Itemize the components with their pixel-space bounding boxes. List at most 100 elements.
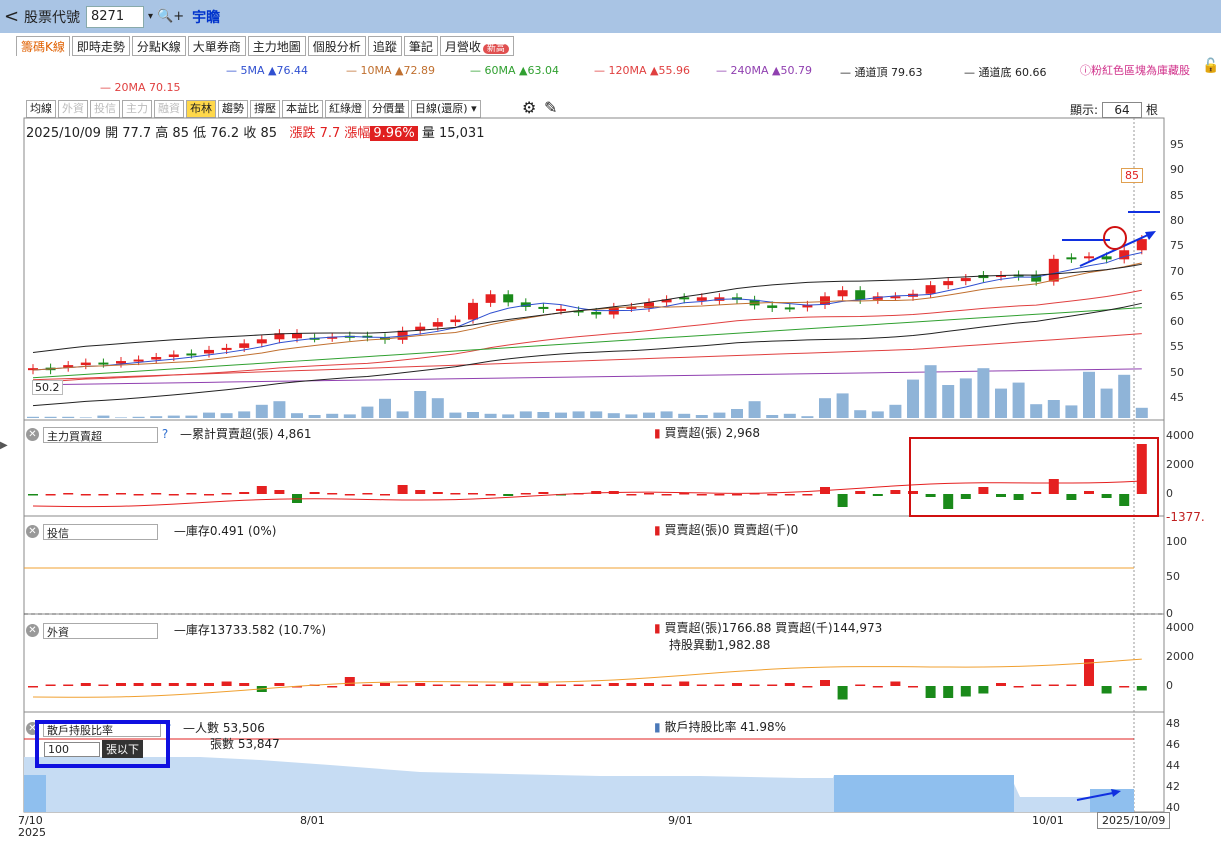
candle-body [432,322,443,327]
p3-bar [784,683,795,686]
close-icon[interactable]: ✕ [26,428,39,441]
p1-bar [1048,479,1059,494]
toolbar-button[interactable]: 投信 [90,100,120,118]
candle-body [98,362,109,365]
volume-bar [519,411,532,418]
candle-body [344,335,355,338]
new-badge: 新高 [482,44,509,54]
toolbar-button[interactable]: 外資 [58,100,88,118]
p1-bar [591,491,602,494]
stock-code-input[interactable]: 8271 [86,5,144,28]
p1-bar [186,493,197,495]
tab-5[interactable]: 個股分析 [307,36,366,56]
candle-body [767,305,778,308]
candle-body [168,354,179,358]
volume-bar [1118,374,1131,418]
p3-bar [591,684,602,686]
panel2-select[interactable]: 投信 [43,523,158,540]
panel4-select[interactable]: 散戶持股比率 [43,720,161,737]
p1-bar [520,493,531,495]
threshold-select[interactable]: 100 [44,741,100,757]
threshold-unit-button[interactable]: 張以下 [102,740,143,758]
candle-body [309,337,320,340]
p4-axis-e: 40 [1166,801,1180,814]
toolbar-button[interactable]: 本益比 [282,100,323,118]
p3-bar [696,684,707,686]
volume-bar [1012,382,1025,418]
p1-bar [679,493,690,495]
highlight-circle [1103,226,1127,250]
tab-7[interactable]: 筆記 [403,36,438,56]
volume-bar [467,412,479,418]
tab-1[interactable]: 即時走勢 [71,36,130,56]
volume-bar [537,412,550,418]
tab-8[interactable]: 月營收 新高 [439,36,514,56]
tab-0[interactable]: 籌碼K線 [16,36,70,56]
toolbar-button[interactable]: 布林 [186,100,216,118]
candle-body [28,368,38,371]
panel1-select[interactable]: 主力買賣超 [43,426,158,443]
p3-bar [908,686,918,688]
panel3-legend3: 持股異動1,982.88 [669,638,771,652]
tab-2[interactable]: 分點K線 [131,36,186,56]
p3-bar [45,684,56,686]
tab-3[interactable]: 大單券商 [187,36,246,56]
candle-body [1084,256,1094,259]
p1-bar [151,493,162,495]
p3-bar [450,684,461,686]
volume-bar [942,385,955,418]
price-marker: 50.2 [32,380,63,395]
toolbar-button[interactable]: 均線 [26,100,56,118]
toolbar-button[interactable]: 紅綠燈 [325,100,366,118]
p3-bar [1119,686,1130,688]
help-icon[interactable]: ? [161,427,169,441]
back-icon[interactable]: < [4,6,20,27]
volume-bar [203,412,215,418]
bar-count-input[interactable]: 64 [1102,102,1143,118]
volume-bar [449,412,462,418]
p1-bar [503,494,514,496]
p3-bar [538,683,549,686]
lock-icon[interactable]: 🔓 [1202,58,1220,74]
toolbar-button[interactable]: 主力 [122,100,152,118]
volume-bar [167,415,180,418]
p1-bar [28,494,38,496]
chevron-down-icon[interactable]: ▾ [148,11,154,22]
price-axis-tick: 90 [1170,163,1184,177]
p1-bar [327,493,338,495]
p3-bar [837,686,848,700]
p1-bar [204,494,214,496]
tab-4[interactable]: 主力地圖 [247,36,306,56]
gear-icon[interactable]: ⚙ [522,98,537,117]
p1-axis-a: 4000 [1166,429,1194,442]
tab-6[interactable]: 追蹤 [367,36,402,56]
p3-bar [520,684,531,686]
close-icon[interactable]: ✕ [26,525,39,538]
ma-legend-item: — 5MA ▲76.44 [226,64,308,77]
volume-bar [185,415,198,418]
toolbar-button[interactable]: 撐壓 [250,100,280,118]
volume-bar [308,415,321,418]
pencil-icon[interactable]: ✎ [544,98,558,117]
expand-arrow-icon[interactable]: ▶ [0,440,8,451]
p3-bar [133,683,144,686]
close-icon[interactable]: ✕ [26,722,39,735]
p1-bar [485,494,496,496]
p2-axis-a: 100 [1166,535,1187,548]
toolbar-button[interactable]: 日線(還原) ▾ [411,100,481,118]
p1-bar [1013,494,1024,500]
volume-bar [1135,407,1148,418]
p3-bar [820,680,830,686]
toolbar-button[interactable]: 趨勢 [218,100,248,118]
candle-body [661,299,672,303]
volume-bar [854,410,867,418]
volume-bar [907,379,919,418]
price-axis-tick: 55 [1170,340,1184,354]
toolbar-button[interactable]: 分價量 [368,100,409,118]
help-icon[interactable]: ? [164,721,172,735]
treasury-notice[interactable]: ⓘ粉紅色區塊為庫藏股 [1080,64,1190,77]
panel3-select[interactable]: 外資 [43,622,158,639]
close-icon[interactable]: ✕ [26,624,39,637]
search-add-icon[interactable]: 🔍+ [157,9,185,24]
toolbar-button[interactable]: 融資 [154,100,184,118]
